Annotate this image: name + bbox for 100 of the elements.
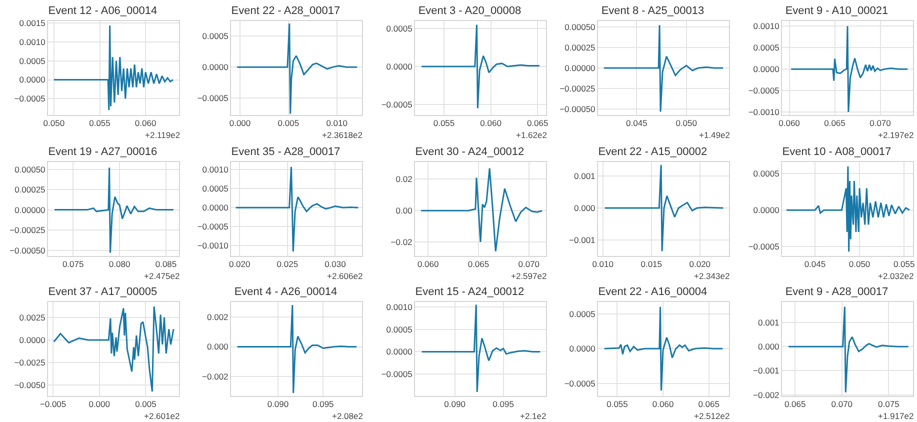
x-tick-label: 0.015	[640, 258, 662, 269]
y-tick-label: 0.00000	[14, 204, 46, 214]
y-tick-label: 0.00025	[14, 184, 46, 194]
x-tick-label: 0.050	[676, 118, 698, 128]
text: +1.49e2	[699, 130, 730, 140]
y-tick-label: −0.001	[569, 234, 596, 245]
y-tick-label: 0.000	[574, 202, 596, 213]
y-tick-label: 0.00050	[14, 164, 46, 174]
y-tick-label: −0.0025	[14, 358, 46, 368]
x-tick-label: 0.095	[492, 400, 514, 410]
y-tick-label: −0.0005	[748, 241, 780, 252]
x-tick-label: 0.045	[804, 258, 826, 269]
y-tick-label: 0.0005	[202, 183, 229, 194]
y-tick-label: 0.0005	[386, 24, 412, 34]
line-series	[236, 22, 358, 114]
x-tick-label: 0.090	[444, 400, 466, 410]
text: +2.606e2	[327, 270, 364, 281]
text: +2.597e2	[510, 270, 547, 281]
y-tick-label: 0.0000	[569, 344, 596, 354]
chart-title: Event 10 - A08_00017	[782, 146, 891, 158]
y-tick-label: 0.0010	[386, 302, 412, 312]
text: +1.917e2	[878, 411, 914, 422]
y-tick-label: −0.0010	[198, 240, 229, 250]
x-tick-label: 0.030	[324, 258, 347, 269]
chart-title: Event 12 - A06_00014	[48, 4, 158, 17]
y-tick-label: −0.00025	[560, 84, 596, 94]
text: +2.1e2	[520, 411, 546, 422]
y-tick-label: 0.0025	[19, 312, 46, 323]
x-tick-label: 0.020	[689, 258, 711, 269]
chart-title: Event 9 - A10_00021	[784, 4, 888, 17]
y-tick-label: 0.0000	[202, 62, 229, 72]
y-tick-label: 0.002	[207, 312, 229, 322]
line-series	[787, 306, 909, 394]
text: +2.3618e2	[322, 130, 364, 140]
x-tick-label: 0.060	[778, 118, 800, 128]
x-tick-label: 0.020	[229, 258, 251, 269]
x-tick-label: 0.000	[230, 118, 252, 128]
x-tick-label: 0.075	[878, 400, 900, 410]
y-tick-label: −0.002	[202, 372, 229, 382]
x-tick-label: 0.065	[468, 258, 490, 269]
x-tick-label: 0.095	[312, 400, 334, 410]
x-tick-label: 0.005	[135, 400, 157, 410]
x-tick-label: 0.055	[606, 400, 628, 410]
x-tick-label: 0.065	[526, 118, 548, 128]
y-tick-label: −0.0005	[381, 99, 412, 110]
line-series	[420, 304, 541, 394]
x-tick-label: 0.065	[698, 400, 720, 410]
text: +2.475e2	[144, 270, 180, 281]
line-series	[790, 25, 908, 113]
x-tick-label: 0.070	[830, 400, 852, 410]
y-tick-label: −0.0005	[564, 378, 596, 389]
y-tick-label: 0.0000	[19, 335, 46, 346]
x-tick-label: 0.060	[652, 400, 674, 410]
text: +1.62e2	[516, 130, 548, 140]
y-tick-label: 0.0010	[19, 36, 46, 47]
x-tick-label: 0.085	[155, 258, 177, 269]
y-tick-label: 0.0005	[569, 309, 596, 320]
y-tick-label: −0.0005	[198, 93, 229, 104]
y-tick-label: 0.0005	[752, 168, 780, 178]
y-tick-label: 0.0005	[19, 56, 46, 66]
line-series	[53, 24, 174, 111]
y-tick-label: 0.00000	[564, 62, 596, 73]
x-tick-label: 0.025	[277, 258, 299, 269]
chart-title: Event 19 - A27_00016	[48, 146, 158, 158]
y-tick-label: 0.001	[758, 318, 780, 328]
text: +2.512e2	[694, 411, 730, 422]
y-tick-label: −0.00025	[10, 224, 46, 235]
x-tick-label: 0.000	[88, 400, 110, 410]
x-tick-label: 0.055	[433, 118, 455, 128]
x-tick-label: 0.070	[869, 118, 891, 128]
line-series	[604, 306, 724, 392]
line-series	[604, 164, 724, 252]
y-tick-label: 0.000	[758, 342, 780, 352]
x-tick-label: 0.045	[626, 118, 648, 128]
x-tick-label: 0.075	[62, 258, 84, 269]
y-tick-label: 0.0010	[752, 21, 780, 32]
y-tick-label: 0.00025	[564, 42, 596, 52]
y-tick-label: 0.02	[396, 174, 412, 184]
y-tick-label: 0.0000	[386, 346, 412, 357]
y-tick-label: −0.0005	[14, 94, 46, 104]
x-tick-label: 0.080	[108, 258, 130, 269]
x-tick-label: 0.055	[893, 258, 915, 269]
chart-title: Event 3 - A20_00008	[418, 4, 521, 17]
line-series	[236, 304, 358, 394]
y-tick-label: 0.0000	[19, 74, 46, 85]
x-tick-label: 0.065	[784, 400, 806, 410]
y-tick-label: 0.001	[574, 170, 596, 181]
x-tick-label: 0.060	[417, 258, 439, 269]
y-tick-label: 0.0000	[752, 64, 780, 74]
x-tick-label: 0.070	[518, 258, 540, 269]
text: +2.08e2	[332, 411, 364, 422]
line-series	[420, 24, 540, 109]
x-tick-label: 0.060	[480, 118, 502, 128]
text: +2.601e2	[144, 411, 180, 422]
text: +2.343e2	[694, 270, 730, 281]
y-tick-label: 0.0005	[386, 324, 412, 335]
chart-title: Event 15 - A24_00012	[415, 286, 524, 298]
x-tick-label: 0.005	[278, 118, 300, 128]
y-tick-label: 0.00050	[564, 22, 596, 32]
y-tick-label: −0.0010	[748, 106, 780, 117]
